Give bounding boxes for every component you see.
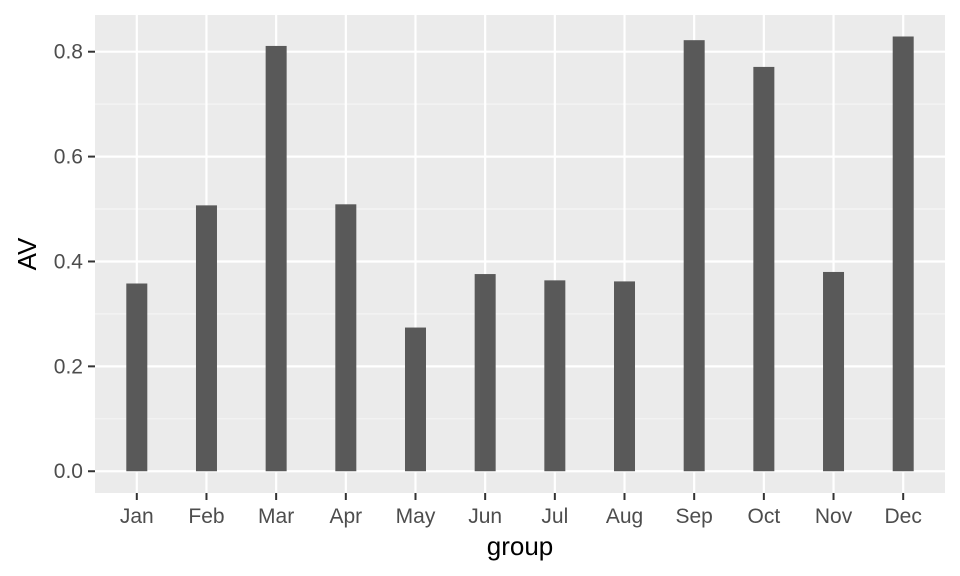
bars	[126, 36, 914, 472]
bar-dec	[892, 36, 914, 472]
y-tick-label: 0.8	[54, 41, 83, 64]
x-tick-label: Aug	[606, 505, 643, 528]
x-tick-label: Sep	[675, 505, 712, 528]
x-tick-label: Jan	[120, 505, 154, 528]
bar-feb	[195, 205, 217, 472]
x-tick-label: Nov	[815, 505, 853, 528]
bar-oct	[753, 66, 775, 472]
y-axis: 0.0 0.2 0.4 0.6 0.8	[54, 41, 95, 483]
x-tick-label: Mar	[258, 505, 294, 528]
bar-jan	[126, 283, 148, 472]
bar-mar	[265, 45, 287, 472]
x-axis-title: group	[487, 531, 554, 561]
x-tick-label: Jun	[468, 505, 502, 528]
bar-jun	[474, 274, 496, 472]
y-tick-label: 0.4	[54, 250, 84, 273]
bar-may	[404, 327, 426, 472]
x-tick-label: Jul	[541, 505, 568, 528]
x-tick-label: Oct	[748, 505, 781, 528]
x-tick-label: Apr	[329, 505, 362, 528]
bar-apr	[335, 204, 357, 472]
y-tick-label: 0.2	[54, 355, 83, 378]
plot-panel	[95, 15, 945, 493]
x-tick-label: Feb	[188, 505, 224, 528]
bar-nov	[823, 271, 845, 472]
y-tick-label: 0.0	[54, 460, 83, 483]
bar-jul	[544, 280, 566, 472]
x-tick-label: May	[396, 505, 436, 528]
y-axis-title: AV	[12, 237, 42, 270]
bar-sep	[683, 40, 705, 472]
minor-gridlines	[95, 103, 945, 420]
y-tick-label: 0.6	[54, 146, 83, 169]
bar-aug	[614, 281, 636, 472]
x-axis: Jan Feb Mar Apr May Jun Jul Aug Sep Oct Nov Dec	[120, 493, 922, 528]
x-tick-label: Dec	[885, 505, 922, 528]
